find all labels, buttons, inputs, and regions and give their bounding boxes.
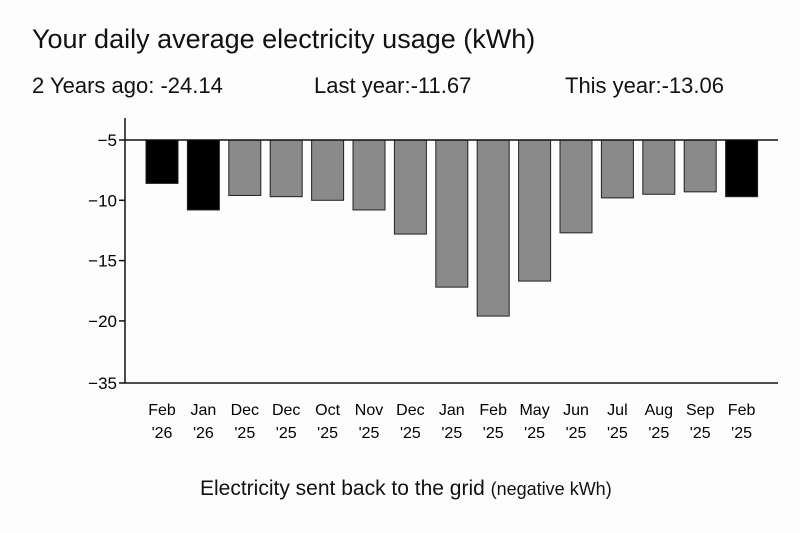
x-tick-label: '25 xyxy=(441,425,462,442)
bar xyxy=(518,139,552,282)
bar xyxy=(393,139,427,235)
bar xyxy=(269,139,303,198)
x-tick-label: '26 xyxy=(152,425,173,442)
summary-two-years-ago: 2 Years ago: -24.14 xyxy=(32,73,223,98)
x-tick-label: '25 xyxy=(317,425,338,442)
x-tick-label: '25 xyxy=(648,425,669,442)
y-tick-label: −5 xyxy=(98,131,117,150)
summary-this-year: This year:-13.06 xyxy=(565,73,724,98)
x-tick-label: '25 xyxy=(731,425,752,442)
x-tick-label: Aug xyxy=(645,402,673,419)
bar xyxy=(600,139,634,199)
bar xyxy=(145,139,179,184)
x-tick-label: Dec xyxy=(396,402,424,419)
x-tick-label: May xyxy=(519,402,549,419)
bar xyxy=(642,139,676,195)
x-axis-label-text: Electricity sent back to the grid xyxy=(200,477,485,500)
x-tick-label: '25 xyxy=(607,425,628,442)
x-axis-unit: (negative kWh) xyxy=(490,479,612,499)
x-tick-label: Dec xyxy=(231,402,259,419)
bar xyxy=(725,139,759,198)
x-tick-label: '25 xyxy=(483,425,504,442)
x-tick-label: '25 xyxy=(566,425,587,442)
bar xyxy=(559,139,593,234)
x-tick-label: Feb xyxy=(479,402,507,419)
x-tick-label: '25 xyxy=(524,425,545,442)
y-tick-label: −15 xyxy=(88,252,117,271)
x-tick-label: '26 xyxy=(193,425,214,442)
x-tick-label: Jul xyxy=(607,402,627,419)
x-tick-label: Jan xyxy=(191,402,217,419)
x-tick-label: Sep xyxy=(686,402,715,419)
x-tick-label: '25 xyxy=(690,425,711,442)
x-tick-label: '25 xyxy=(400,425,421,442)
x-axis-label: Electricity sent back to the grid (negat… xyxy=(200,477,612,501)
x-tick-label: Nov xyxy=(355,402,383,419)
x-tick-label: '25 xyxy=(359,425,380,442)
y-tick-label: −10 xyxy=(88,191,117,210)
bar xyxy=(311,139,345,201)
x-tick-label: '25 xyxy=(276,425,297,442)
bar xyxy=(476,139,510,317)
y-tick-label: −35 xyxy=(88,374,117,393)
x-tick-label: Feb xyxy=(728,402,756,419)
summary-last-year: Last year:-11.67 xyxy=(314,73,472,98)
bar xyxy=(435,139,469,288)
chart-title: Your daily average electricity usage (kW… xyxy=(32,24,536,54)
x-tick-label: Dec xyxy=(272,402,300,419)
x-tick-label: '25 xyxy=(234,425,255,442)
x-tick-label: Oct xyxy=(315,402,340,419)
x-tick-label: Feb xyxy=(148,402,176,419)
x-tick-label: Jan xyxy=(439,402,465,419)
bar xyxy=(352,139,386,211)
x-tick-label: Jun xyxy=(563,402,589,419)
bar xyxy=(228,139,262,196)
bar xyxy=(683,139,717,193)
bar xyxy=(186,139,220,211)
y-tick-label: −20 xyxy=(88,312,117,331)
